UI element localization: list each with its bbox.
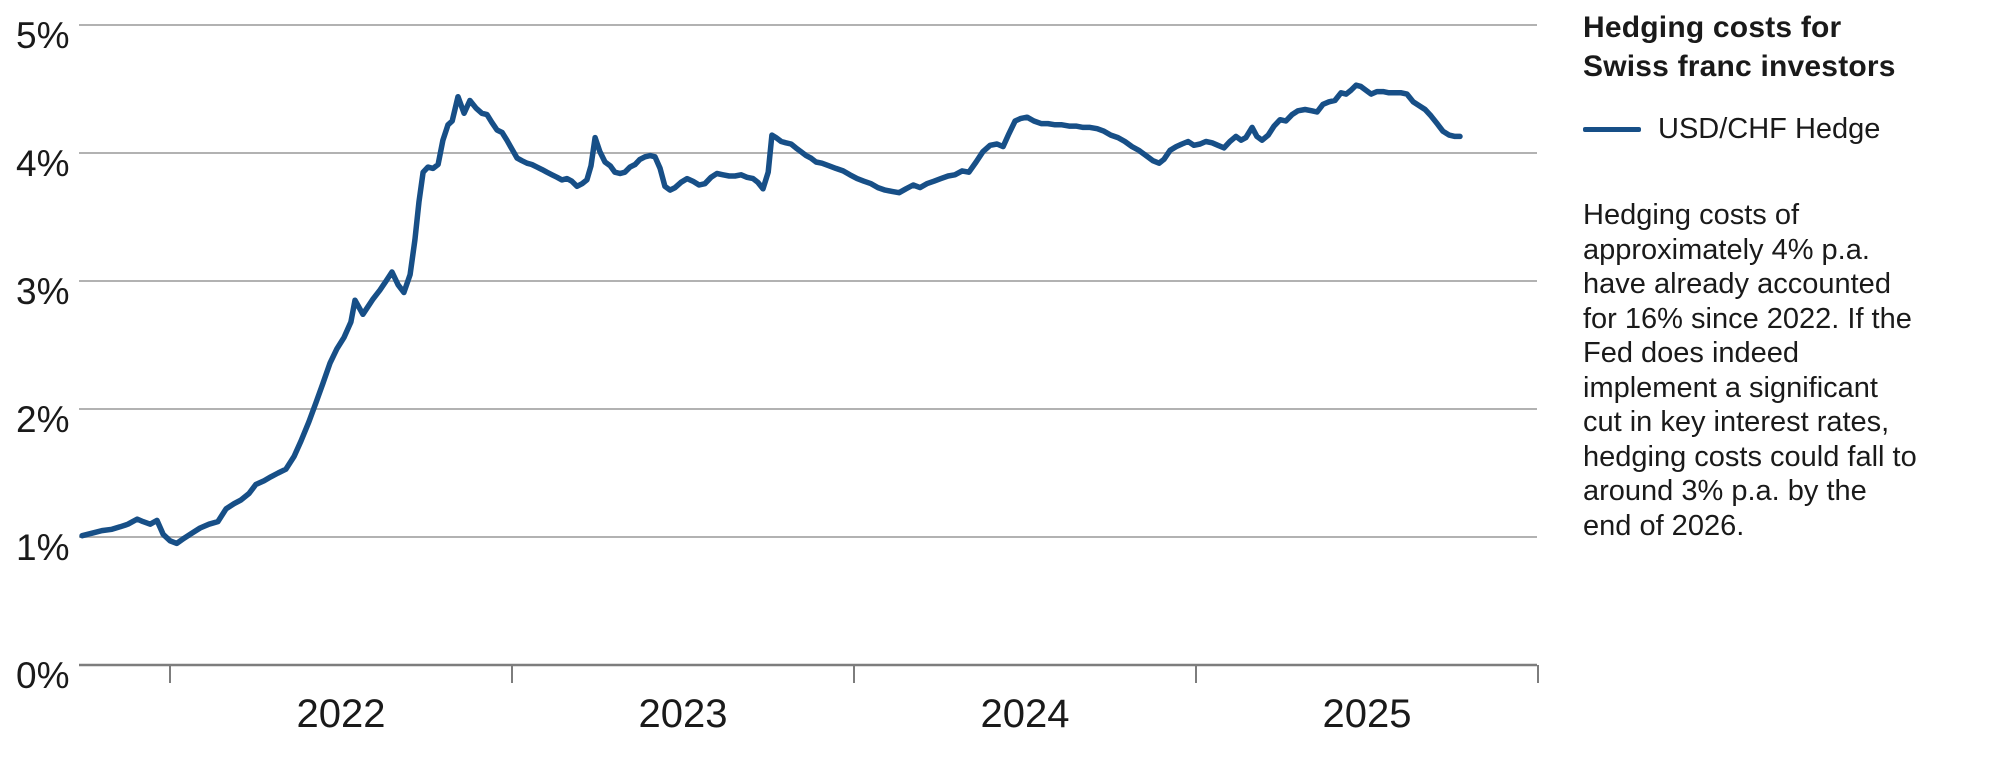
y-axis-label-5%: 5% xyxy=(16,15,69,56)
x-axis-label-2025: 2025 xyxy=(1323,692,1412,736)
chart-title: Hedging costs for Swiss franc investors xyxy=(1583,8,1975,86)
y-axis-label-4%: 4% xyxy=(16,143,69,184)
x-axis-label-2022: 2022 xyxy=(297,692,386,736)
right-panel: Hedging costs for Swiss franc investors … xyxy=(1583,8,1975,542)
x-axis-label-2023: 2023 xyxy=(639,692,728,736)
hedging-cost-chart: 0% 1% 2% 3% 4% 5% 2022 2023 2024 2025 xyxy=(16,15,1539,736)
commentary-text: Hedging costs of approximately 4% p.a. h… xyxy=(1583,199,1917,542)
x-axis-label-2024: 2024 xyxy=(981,692,1070,736)
chart-canvas: 0% 1% 2% 3% 4% 5% 2022 2023 2024 2025 xyxy=(16,15,1539,736)
chart-title-line-2: Swiss franc investors xyxy=(1583,50,1896,83)
chart-title-line-1: Hedging costs for xyxy=(1583,11,1842,44)
legend-label: USD/CHF Hedge xyxy=(1658,113,1881,145)
y-axis-label-3%: 3% xyxy=(16,271,69,312)
legend: USD/CHF Hedge xyxy=(1583,113,1975,146)
y-axis-label-0%: 0% xyxy=(16,655,69,696)
y-axis-label-1%: 1% xyxy=(16,527,69,568)
series-line-usd-chf-hedge xyxy=(79,82,1463,547)
legend-line-swatch-icon xyxy=(1583,127,1641,132)
y-axis-label-2%: 2% xyxy=(16,399,69,440)
